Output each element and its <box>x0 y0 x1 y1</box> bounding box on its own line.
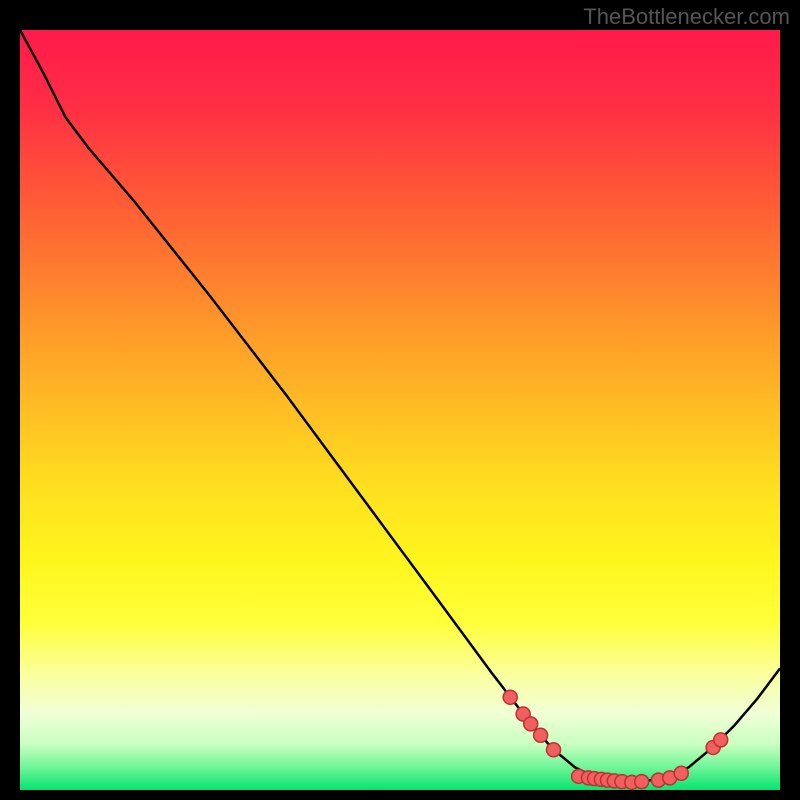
data-marker <box>714 733 728 747</box>
data-marker <box>674 766 688 780</box>
chart-curve-layer <box>20 30 780 790</box>
data-markers-group <box>503 690 728 789</box>
data-marker <box>503 690 517 704</box>
data-marker <box>524 717 538 731</box>
bottleneck-curve <box>20 30 780 782</box>
data-marker <box>534 728 548 742</box>
data-marker <box>547 743 561 757</box>
chart-plot-area <box>20 30 780 790</box>
data-marker <box>635 775 649 789</box>
watermark-text: TheBottlenecker.com <box>583 4 790 30</box>
